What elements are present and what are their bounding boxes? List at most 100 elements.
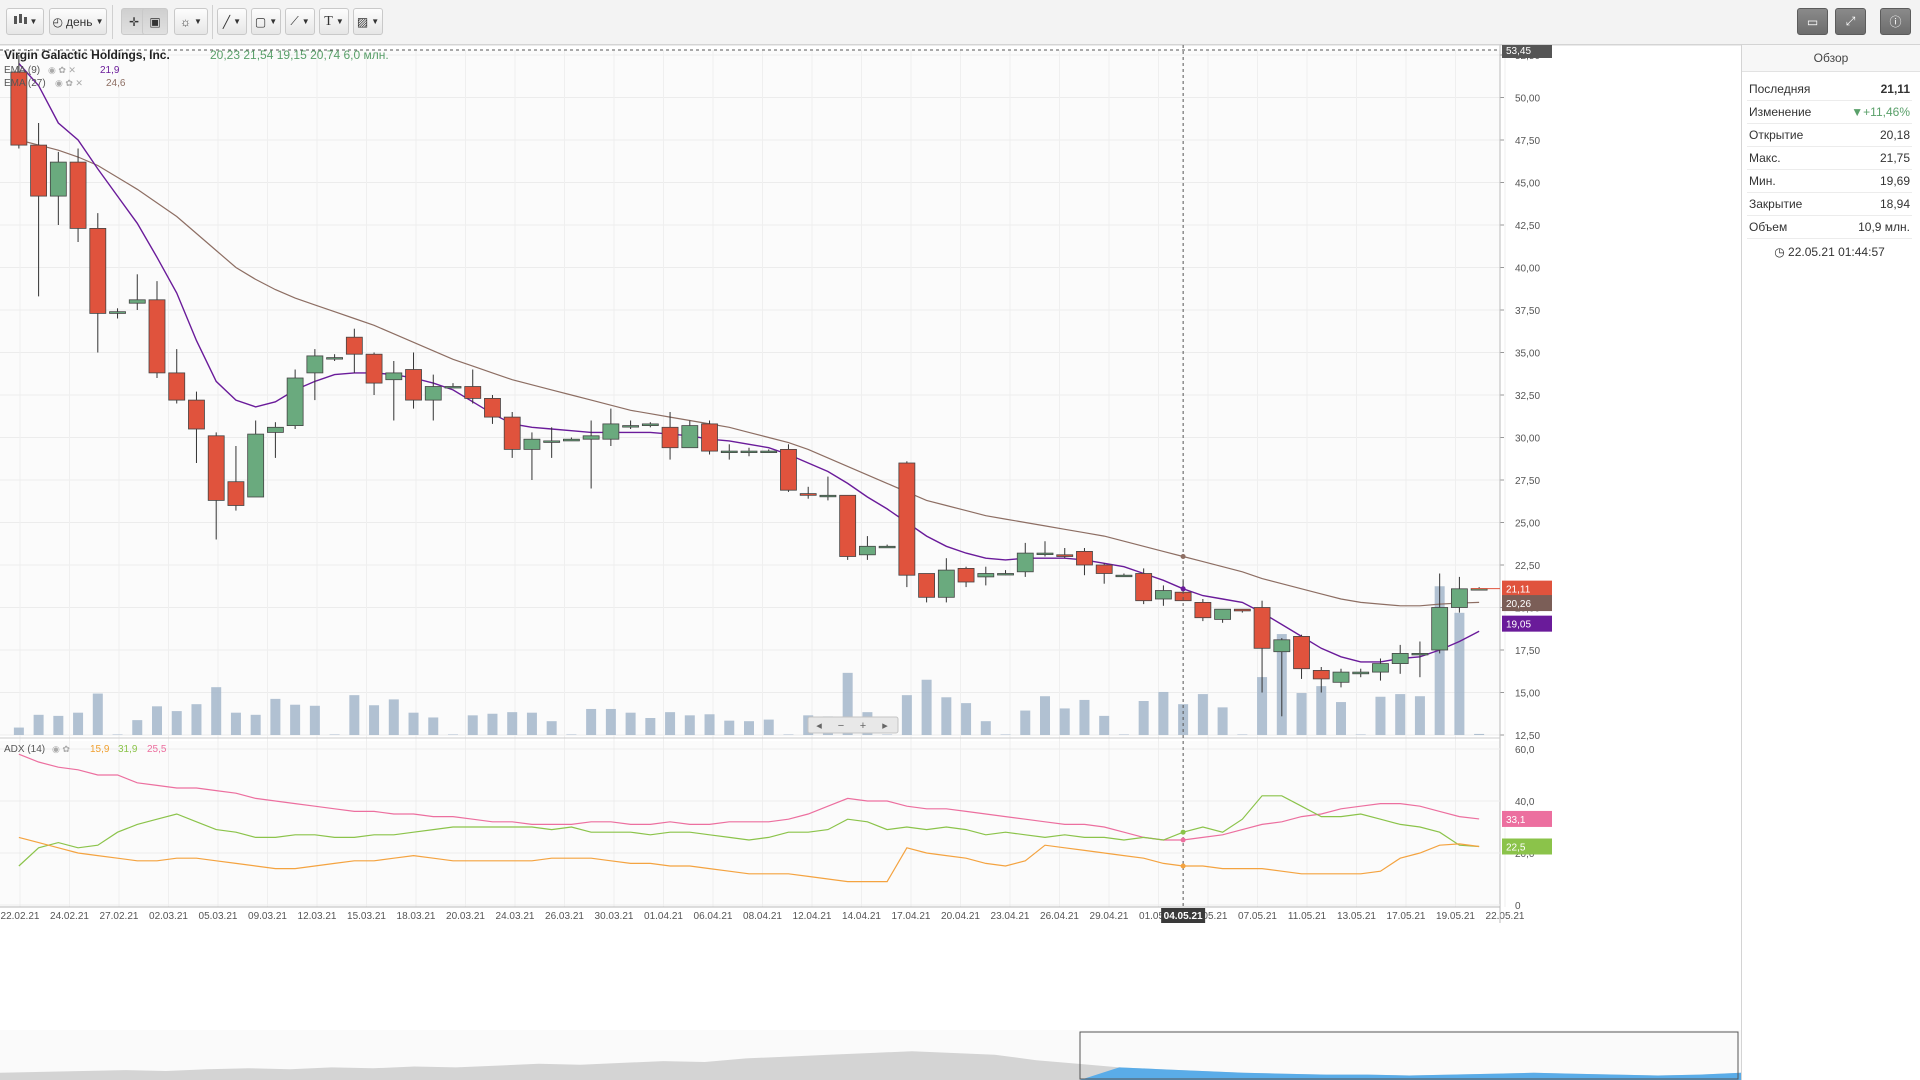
volume-bar [53,715,64,735]
image-tool-button[interactable]: ▨ ▼ [353,8,383,35]
candle-body [286,377,304,426]
candle-body [1391,653,1409,665]
adx-legend-icons: ◉ ✿ [52,744,70,754]
shapes-button[interactable]: ▢ ▼ [251,8,281,35]
candle-body [365,353,383,384]
overview-row-volume: Объем 10,9 млн. [1747,216,1912,239]
volume-bar [270,698,281,735]
indicators-button[interactable]: ☼ ▼ [174,8,208,35]
candle-body [701,423,718,452]
adx-plus-legend-value: 15,9 [90,744,110,755]
interval-select[interactable]: ◴ день ▼ [49,8,107,35]
candle-body [1253,607,1271,649]
candle-body [760,450,778,454]
candle-body [10,71,28,146]
chart-type-button[interactable]: ▼ [6,8,44,35]
volume-bar [1395,694,1406,735]
date-tick-label: 12.04.21 [793,911,832,922]
volume-bar [507,712,518,735]
volume-bar [665,712,676,735]
adx-plus-line [18,795,1480,867]
candle-body [819,494,837,498]
candle-body [484,397,501,418]
date-tick-label: 08.04.21 [743,911,782,922]
candle-body [878,545,896,549]
volume-bar [112,734,123,735]
date-tick-label: 04.05.21 [1189,911,1228,922]
zoom-out-button[interactable]: − [838,720,844,732]
volume-bar [526,712,537,735]
ema9-price-tag: 19,05 [1506,620,1531,631]
scroll-right-button[interactable]: ▸ [882,720,888,732]
layout-button[interactable]: ▣ [142,8,168,35]
volume-bar [724,720,735,735]
price-chart[interactable]: 52,5050,0047,5045,0042,5040,0037,5035,00… [0,45,1741,1080]
candle-body [385,372,403,381]
date-tick-label: 26.03.21 [545,911,584,922]
price-tick-label: 12,50 [1515,731,1540,742]
screen-button[interactable]: ▭ [1797,8,1828,35]
candle-body [405,369,422,401]
interval-label: день [66,14,93,29]
volume-bar [961,703,972,735]
volume-bar [1454,612,1465,735]
overview-value: 10,9 млн. [1858,220,1910,234]
candle-body [1056,554,1074,557]
ema9-legend-label: EMA (9) [4,65,40,76]
volume-bar [1000,734,1011,735]
volume-bar [783,734,794,735]
volume-bar [1040,696,1050,735]
adx-line [18,836,1480,883]
draw-line-icon: ╱ [222,14,231,29]
candle-body [997,573,1014,576]
ohlcv-values: 20,23 21,54 19,15 20,74 6,0 млн. [210,48,389,62]
overview-value: 21,75 [1879,151,1910,165]
ema9-line [18,63,1480,663]
volume-bar [980,721,991,735]
candle-body [681,425,699,449]
price-tick-label: 27,50 [1515,476,1540,487]
date-tick-label: 22.02.21 [1,911,40,922]
ema9-price-tag-bg [1502,615,1552,632]
candle-body [859,545,876,556]
fullscreen-button[interactable]: ⤢ [1835,8,1866,35]
candle-body [424,386,442,401]
navigator-selected-area [1080,1067,1741,1080]
price-tick-label: 17,50 [1515,646,1540,657]
draw-line-button[interactable]: ╱ ▼ [217,8,247,35]
zoom-in-button[interactable]: + [860,720,866,732]
candle-body [1352,671,1370,675]
volume-bar [1296,693,1307,735]
navigator-window[interactable] [1079,1031,1739,1080]
scroll-left-button[interactable]: ◂ [816,720,822,732]
volume-bar [92,693,103,735]
adx-plus-tag: 22,5 [1506,843,1526,854]
overview-label: Объем [1749,220,1788,234]
candle-body [1332,671,1350,683]
candle-body [918,573,935,598]
date-tick-label: 02.03.21 [149,911,188,922]
volume-bar [1059,708,1070,735]
candle-body [1036,552,1054,556]
date-tick-label: 17.05.21 [1387,911,1426,922]
volume-bar [941,697,952,735]
date-tick-label: 15.03.21 [347,911,386,922]
trend-tools-button[interactable]: ⟋ ▼ [285,8,315,35]
overview-row-open: Открытие 20,18 [1747,124,1912,147]
volume-bar [1118,734,1129,735]
text-tool-button[interactable]: T ▼ [319,8,349,35]
candle-body [1095,564,1113,574]
date-tick-label: 29.04.21 [1090,911,1129,922]
volume-bar [1355,734,1366,735]
overview-row-change: Изменение ▼+11,46% [1747,101,1912,124]
info-button[interactable]: ⓘ [1880,8,1911,35]
candle-body [977,573,995,578]
overview-row-close: Закрытие 18,94 [1747,193,1912,216]
candle-body [740,450,758,454]
volume-bar [349,695,360,735]
date-tick-label: 11.05.21 [1288,911,1327,922]
date-tick-label: 20.04.21 [941,911,980,922]
adx-tick-label: 60,0 [1515,745,1535,756]
overview-value: 20,18 [1879,128,1910,142]
candle-body [1135,573,1153,602]
